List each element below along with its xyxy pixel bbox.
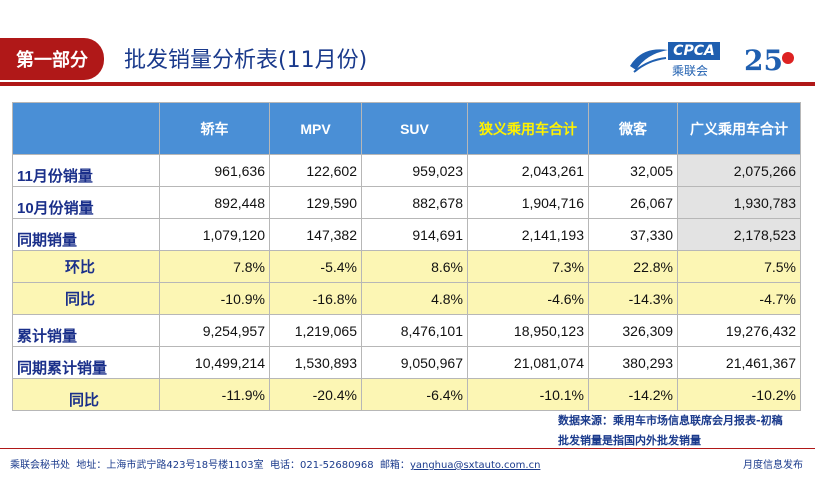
header-cell-highlight: 狭义乘用车合计	[467, 102, 589, 155]
table-cell: 2,178,523	[677, 218, 801, 251]
table-cell: 7.3%	[467, 250, 589, 283]
table-cell: 7.8%	[159, 250, 270, 283]
footer-org: 乘联会秘书处	[10, 460, 70, 471]
header-divider	[0, 82, 815, 86]
table-cell: -4.7%	[677, 282, 801, 315]
table-cell: -14.3%	[588, 282, 678, 315]
table-cell: 1,530,893	[269, 346, 362, 379]
anniversary-number: 25	[744, 44, 783, 77]
table-cell: -11.9%	[159, 378, 270, 411]
table-cell: 21,081,074	[467, 346, 589, 379]
sales-table: 轿车 MPV SUV 狭义乘用车合计 微客 广义乘用车合计 11月份销量 961…	[12, 102, 801, 411]
definition-note: 批发销量是指国内外批发销量	[558, 434, 701, 447]
table-row: 累计销量 9,254,957 1,219,065 8,476,101 18,95…	[12, 314, 801, 347]
table-row: 同比 -10.9% -16.8% 4.8% -4.6% -14.3% -4.7%	[12, 282, 801, 315]
table-cell: 1,904,716	[467, 186, 589, 219]
table-cell: 32,005	[588, 154, 678, 187]
table-cell: 37,330	[588, 218, 678, 251]
table-cell: 22.8%	[588, 250, 678, 283]
footer-phone: 电话：021-52680968	[269, 460, 374, 471]
row-label: 同比	[12, 282, 160, 315]
table-cell: 1,930,783	[677, 186, 801, 219]
cpca-logo-text: CPCA	[668, 42, 720, 60]
footer-contact: 乘联会秘书处 地址：上海市武宁路423号18号楼1103室 电话：021-526…	[10, 456, 540, 471]
cpca-swoosh-icon	[630, 49, 668, 73]
table-cell: 380,293	[588, 346, 678, 379]
table-cell: 914,691	[361, 218, 468, 251]
table-row: 环比 7.8% -5.4% 8.6% 7.3% 22.8% 7.5%	[12, 250, 801, 283]
footer-address: 地址：上海市武宁路423号18号楼1103室	[76, 460, 264, 471]
table-cell: 7.5%	[677, 250, 801, 283]
footer-divider	[0, 448, 815, 449]
row-label: 同比	[12, 378, 160, 411]
header-cell: SUV	[361, 102, 468, 155]
row-label: 11月份销量	[12, 154, 160, 187]
header-cell: 微客	[588, 102, 678, 155]
header-bar: 第一部分 批发销量分析表(11月份)	[0, 38, 815, 80]
table-cell: 4.8%	[361, 282, 468, 315]
table-cell: 9,254,957	[159, 314, 270, 347]
table-cell: 19,276,432	[677, 314, 801, 347]
header-cell: MPV	[269, 102, 362, 155]
section-tag: 第一部分	[0, 38, 104, 80]
table-cell: -14.2%	[588, 378, 678, 411]
table-header-row: 轿车 MPV SUV 狭义乘用车合计 微客 广义乘用车合计	[12, 102, 801, 155]
table-cell: 326,309	[588, 314, 678, 347]
table-cell: 122,602	[269, 154, 362, 187]
table-cell: 10,499,214	[159, 346, 270, 379]
table-cell: 1,219,065	[269, 314, 362, 347]
table-cell: 1,079,120	[159, 218, 270, 251]
table-cell: 147,382	[269, 218, 362, 251]
anniversary-logo: 25	[740, 40, 810, 78]
table-cell: -16.8%	[269, 282, 362, 315]
table-row: 10月份销量 892,448 129,590 882,678 1,904,716…	[12, 186, 801, 219]
footer-release: 月度信息发布	[743, 460, 803, 471]
table-row: 11月份销量 961,636 122,602 959,023 2,043,261…	[12, 154, 801, 187]
table-cell: 26,067	[588, 186, 678, 219]
table-cell: 2,141,193	[467, 218, 589, 251]
header-cell: 广义乘用车合计	[677, 102, 801, 155]
table-cell: -5.4%	[269, 250, 362, 283]
table-cell: 2,043,261	[467, 154, 589, 187]
table-cell: -20.4%	[269, 378, 362, 411]
table-row: 同期累计销量 10,499,214 1,530,893 9,050,967 21…	[12, 346, 801, 379]
row-label: 同期累计销量	[12, 346, 160, 379]
table-cell: 882,678	[361, 186, 468, 219]
table-cell: -6.4%	[361, 378, 468, 411]
table-cell: 959,023	[361, 154, 468, 187]
row-label: 环比	[12, 250, 160, 283]
source-note: 数据来源：乘用车市场信息联席会月报表-初稿	[558, 414, 783, 427]
page-title: 批发销量分析表(11月份)	[124, 48, 368, 73]
table-cell: 129,590	[269, 186, 362, 219]
cpca-logo: CPCA 乘联会	[624, 40, 730, 78]
table-cell: 8,476,101	[361, 314, 468, 347]
cpca-logo-sub: 乘联会	[672, 64, 709, 78]
table-cell: -4.6%	[467, 282, 589, 315]
table-row: 同比 -11.9% -20.4% -6.4% -10.1% -14.2% -10…	[12, 378, 801, 411]
table-cell: -10.2%	[677, 378, 801, 411]
table-cell: 2,075,266	[677, 154, 801, 187]
table-cell: -10.9%	[159, 282, 270, 315]
footer-email-label: 邮箱：	[379, 460, 410, 471]
table-cell: 21,461,367	[677, 346, 801, 379]
anniversary-25-icon: 25	[744, 44, 794, 77]
header-cell	[12, 102, 160, 155]
row-label: 10月份销量	[12, 186, 160, 219]
row-label: 累计销量	[12, 314, 160, 347]
table-row: 同期销量 1,079,120 147,382 914,691 2,141,193…	[12, 218, 801, 251]
table-cell: 961,636	[159, 154, 270, 187]
table-cell: 8.6%	[361, 250, 468, 283]
row-label: 同期销量	[12, 218, 160, 251]
footer-email-link[interactable]: yanghua@sxtauto.com.cn	[409, 460, 541, 471]
table-cell: 18,950,123	[467, 314, 589, 347]
table-cell: -10.1%	[467, 378, 589, 411]
table-cell: 892,448	[159, 186, 270, 219]
header-cell: 轿车	[159, 102, 270, 155]
table-cell: 9,050,967	[361, 346, 468, 379]
